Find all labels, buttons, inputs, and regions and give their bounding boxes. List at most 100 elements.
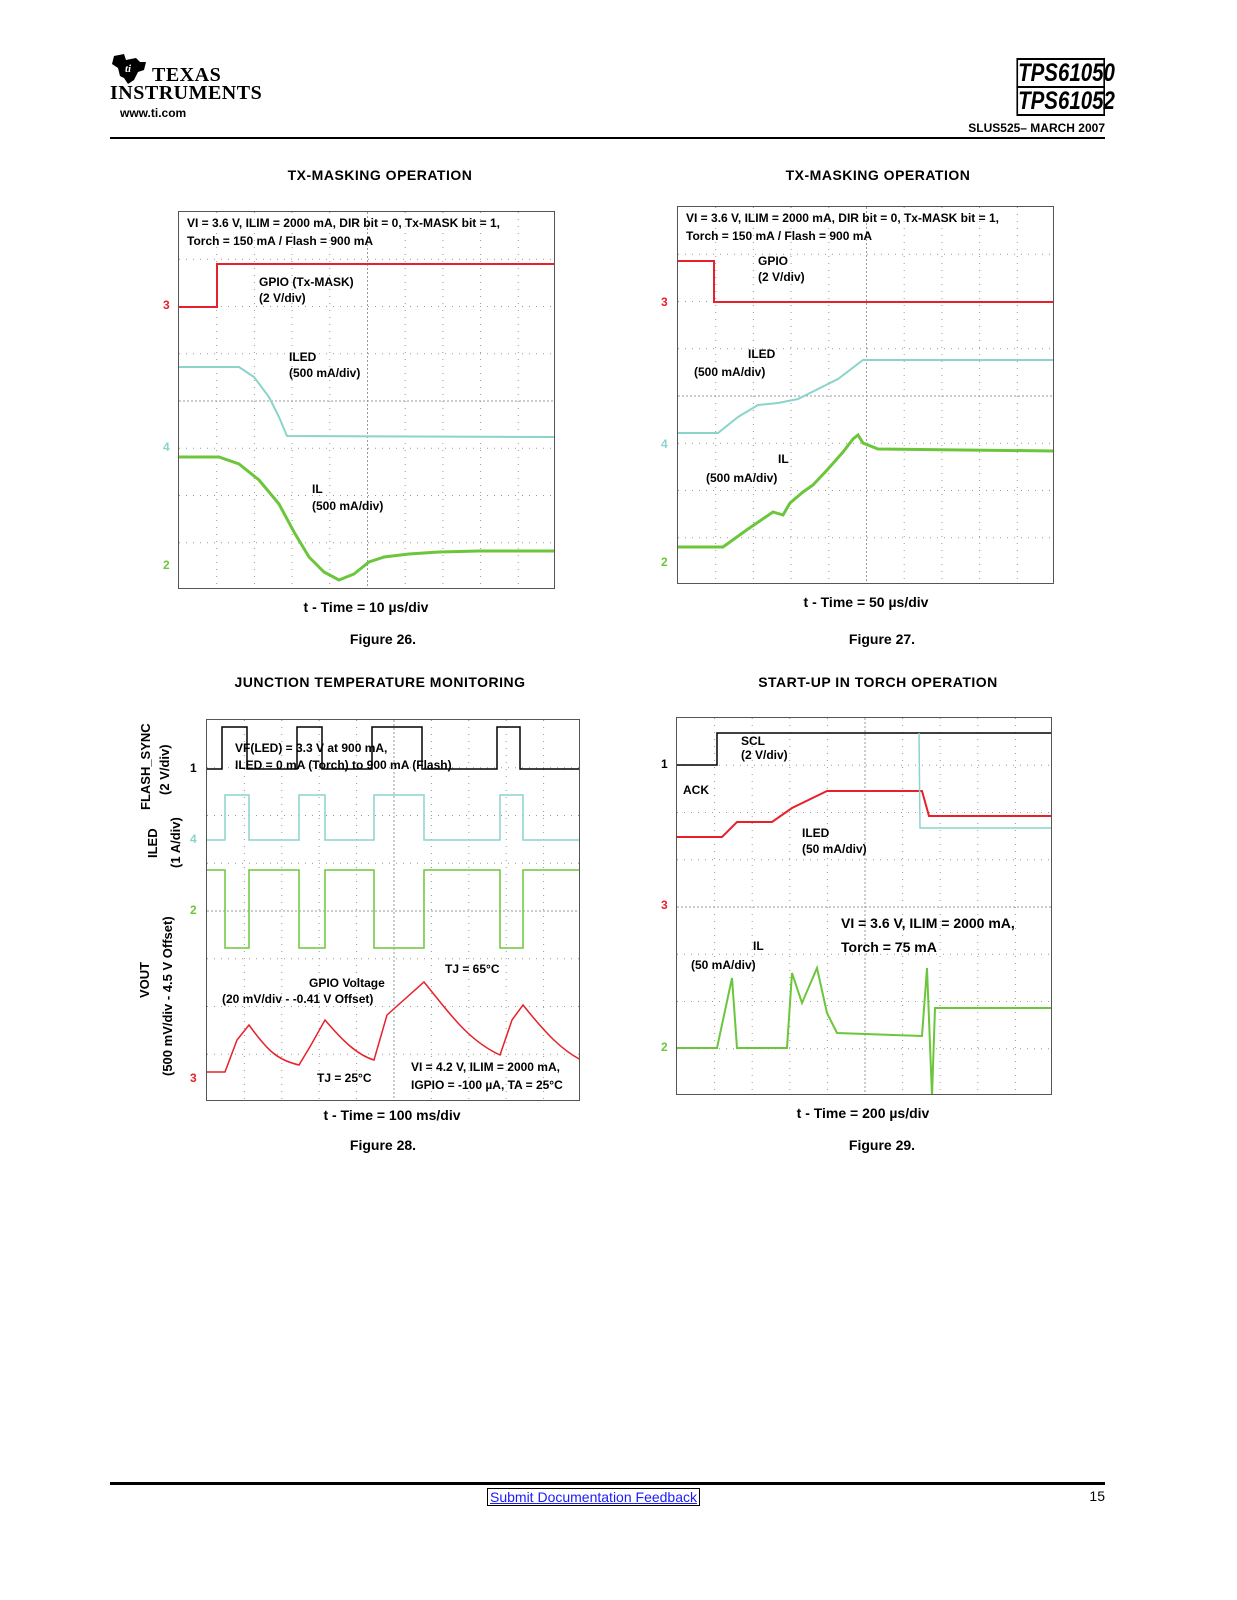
iled-trace xyxy=(179,366,554,438)
figure-26-gpio-scale: (2 V/div) xyxy=(259,291,306,305)
figure-28-time-axis: t - Time = 100 ms/div xyxy=(323,1107,461,1123)
figure-29-cond-line2: Torch = 75 mA xyxy=(841,939,937,955)
figure-27-gpio-label: GPIO xyxy=(758,254,789,268)
figure-27-conditions-1: VI = 3.6 V, ILIM = 2000 mA, DIR bit = 0,… xyxy=(686,211,999,225)
figure-28-ch4-marker: 4 xyxy=(190,832,197,846)
figure-27-iled-label: ILED xyxy=(748,347,776,361)
figure-29-scl-scale: (2 V/div) xyxy=(741,748,788,762)
figure-26-traces xyxy=(179,212,554,588)
figure-29-traces xyxy=(677,718,1051,1094)
figure-26-conditions-1: VI = 3.6 V, ILIM = 2000 mA, DIR bit = 0,… xyxy=(187,216,500,230)
figure-29-ch2-marker: 2 xyxy=(661,1040,668,1054)
il-trace xyxy=(179,455,554,582)
ti-bug-icon: ti xyxy=(112,54,146,84)
document-reference: SLUS525– MARCH 2007 xyxy=(968,121,1105,135)
figure-29-ch3-marker: 3 xyxy=(661,898,668,912)
gpio-voltage-trace xyxy=(207,980,579,1073)
figure-26-iled-scale: (500 mA/div) xyxy=(289,366,361,380)
submit-feedback-link[interactable]: Submit Documentation Feedback xyxy=(487,1488,700,1506)
figure-26-caption: Figure 26. xyxy=(349,631,417,647)
figure-28-caption: Figure 28. xyxy=(349,1137,417,1153)
il-trace xyxy=(677,964,1051,1094)
scope-grid xyxy=(207,720,579,1100)
figure-29-il-label: IL xyxy=(753,939,764,953)
figure-26-il-scale: (500 mA/div) xyxy=(312,499,384,513)
iled-cyan-trace xyxy=(918,732,1051,829)
figure-28-ch1-marker: 1 xyxy=(190,761,197,775)
figure-28-ch3-marker: 3 xyxy=(190,1071,197,1085)
company-name-line2: INSTRUMENTS xyxy=(110,82,263,104)
figure-27-conditions-2: Torch = 150 mA / Flash = 900 mA xyxy=(686,229,873,243)
vout-trace xyxy=(207,869,579,949)
figure-27-ch3-marker: 3 xyxy=(661,295,668,309)
figure-27-iled-scale: (500 mA/div) xyxy=(694,365,766,379)
figure-26-gpio-label: GPIO (Tx-MASK) xyxy=(259,275,354,289)
figure-28-side-flash-scale: (2 V/div) xyxy=(157,744,172,795)
flash-sync-trace xyxy=(207,726,579,770)
figure-29-cond-line1: VI = 3.6 V, ILIM = 2000 mA, xyxy=(841,915,1015,931)
figure-28-tj-high: TJ = 65°C xyxy=(445,962,500,976)
figure-26-time-axis: t - Time = 10 µs/div xyxy=(303,599,429,615)
figure-26-ch3-marker: 3 xyxy=(163,298,170,312)
figure-27-ch4-marker: 4 xyxy=(661,437,668,451)
figure-28-side-vout-scale: (500 mV/div - 4.5 V Offset) xyxy=(160,916,175,1076)
figure-28-side-flash: FLASH_SYNC xyxy=(138,723,153,810)
figure-29-iled-scale: (50 mA/div) xyxy=(802,842,867,856)
figure-29-scope: SCL (2 V/div) ACK ILED (50 mA/div) VI = … xyxy=(676,717,1052,1095)
footer-rule xyxy=(110,1482,1105,1485)
figure-29-ack-label: ACK xyxy=(683,783,709,797)
ti-logo: ti TEXAS INSTRUMENTS www.ti.com xyxy=(110,52,270,122)
figure-28-gpio-voltage-scale: (20 mV/div - -0.41 V Offset) xyxy=(222,992,374,1006)
svg-text:ti: ti xyxy=(125,63,132,75)
gpio-trace xyxy=(179,263,554,308)
scl-trace xyxy=(677,732,1051,766)
scope-grid xyxy=(677,718,1051,1094)
header-rule xyxy=(110,137,1105,139)
figure-29-time-axis: t - Time = 200 µs/div xyxy=(796,1105,930,1121)
figure-26-il-label: IL xyxy=(312,482,323,496)
figure-29-caption: Figure 29. xyxy=(848,1137,916,1153)
figure-29-il-scale: (50 mA/div) xyxy=(691,958,756,972)
figure-27-time-axis: t - Time = 50 µs/div xyxy=(803,594,929,610)
iled-trace xyxy=(678,359,1053,434)
figure-26-ch4-marker: 4 xyxy=(163,440,170,454)
figure-27-scope: VI = 3.6 V, ILIM = 2000 mA, DIR bit = 0,… xyxy=(677,206,1054,584)
figure-27-il-scale: (500 mA/div) xyxy=(706,471,778,485)
figure-26-scope: VI = 3.6 V, ILIM = 2000 mA, DIR bit = 0,… xyxy=(178,211,555,589)
figure-27-il-label: IL xyxy=(778,452,789,466)
figure-28-cond-line1: VI = 4.2 V, ILIM = 2000 mA, xyxy=(411,1060,560,1074)
figure-26-ch2-marker: 2 xyxy=(163,558,170,572)
figure-28-vf-line2: ILED = 0 mA (Torch) to 900 mA (Flash) xyxy=(235,758,452,772)
figure-28-tj-low: TJ = 25°C xyxy=(317,1071,372,1085)
figure-28-traces xyxy=(207,720,579,1100)
figure-28-gpio-voltage: GPIO Voltage xyxy=(309,976,385,990)
scope-grid xyxy=(678,207,1053,583)
page-number: 15 xyxy=(1089,1488,1105,1504)
figure-26-title: TX-MASKING OPERATION xyxy=(287,167,473,183)
figure-28-ch2-marker: 2 xyxy=(190,903,197,917)
iled-trace xyxy=(677,790,1051,838)
gpio-trace xyxy=(678,260,1053,303)
figure-28-side-vout: VOUT xyxy=(137,961,152,998)
figure-28-scope: VF(LED) = 3.3 V at 900 mA, ILED = 0 mA (… xyxy=(206,719,580,1101)
iled-trace xyxy=(207,794,579,841)
part-number-2[interactable]: TPS61052 xyxy=(1016,86,1115,116)
figure-28-cond-line2: IGPIO = -100 µA, TA = 25°C xyxy=(411,1078,563,1092)
website-link[interactable]: www.ti.com xyxy=(120,106,187,120)
figure-29-iled-label: ILED xyxy=(802,826,830,840)
scope-grid xyxy=(179,212,554,588)
part-number-1[interactable]: TPS61050 xyxy=(1016,58,1115,88)
figure-28-side-iled: ILED xyxy=(145,828,160,858)
figure-27-gpio-scale: (2 V/div) xyxy=(758,270,805,284)
company-name-line1: TEXAS xyxy=(152,64,222,86)
figure-28-side-iled-scale: (1 A/div) xyxy=(168,817,183,868)
il-trace xyxy=(678,432,1053,549)
figure-27-title: TX-MASKING OPERATION xyxy=(785,167,971,183)
figure-27-caption: Figure 27. xyxy=(848,631,916,647)
figure-26-iled-label: ILED xyxy=(289,350,317,364)
figure-29-title: START-UP IN TORCH OPERATION xyxy=(758,674,998,690)
figure-29-scl-label: SCL xyxy=(741,734,765,748)
figure-29-ch1-marker: 1 xyxy=(661,757,668,771)
figure-27-traces xyxy=(678,207,1053,583)
figure-28-vf-line1: VF(LED) = 3.3 V at 900 mA, xyxy=(235,741,388,755)
